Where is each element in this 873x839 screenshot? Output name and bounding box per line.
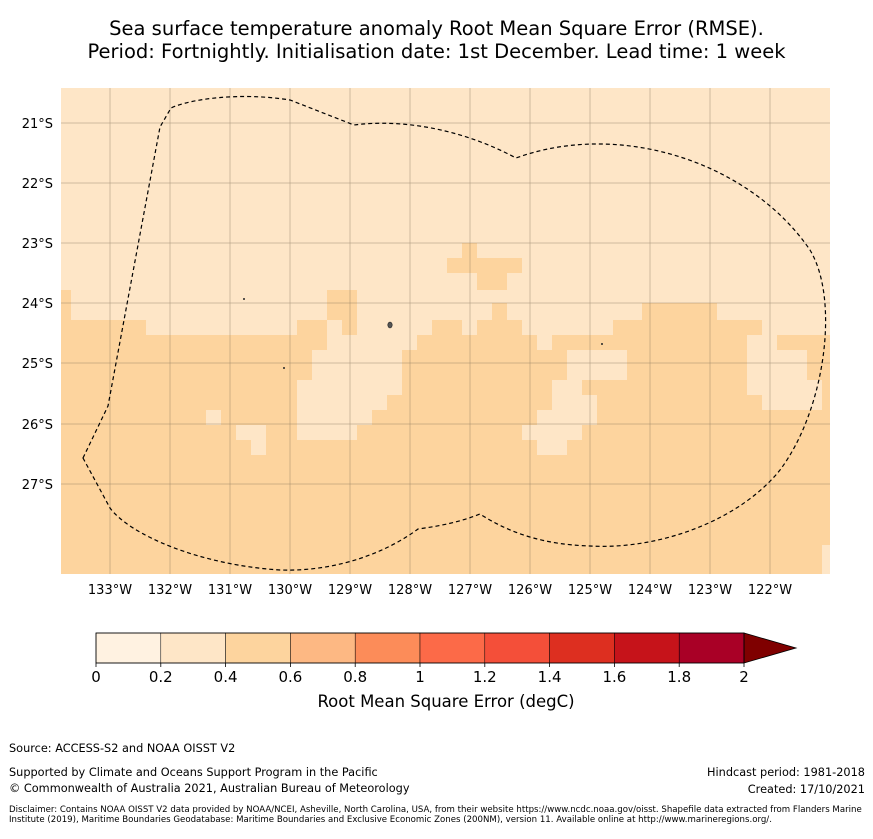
lat-label: 24°S	[22, 297, 53, 312]
lat-tick-labels: 21°S 22°S 23°S 24°S 25°S 26°S 27°S	[22, 117, 53, 493]
colorbar-tick-label: 0	[91, 668, 101, 686]
colorbar-cell	[225, 632, 291, 664]
lat-label: 26°S	[22, 418, 53, 433]
colorbar-tick-label: 0.2	[149, 668, 173, 686]
eez-boundary	[82, 95, 827, 571]
supported-text: Supported by Climate and Oceans Support …	[9, 766, 378, 779]
lon-tick-labels: 133°W 132°W 131°W 130°W 129°W 128°W 127°…	[88, 583, 792, 598]
islands	[243, 297, 603, 369]
lon-label: 122°W	[748, 583, 792, 598]
lon-label: 126°W	[508, 583, 552, 598]
lat-label: 25°S	[22, 357, 53, 372]
colorbar-tick-label: 1.6	[602, 668, 626, 686]
colorbar-tick-label: 0.4	[214, 668, 238, 686]
colorbar-label: Root Mean Square Error (degC)	[317, 692, 575, 711]
colorbar-tick-label: 1.8	[667, 668, 691, 686]
disclaimer-text: Disclaimer: Contains NOAA OISST V2 data …	[9, 805, 862, 826]
title-line-2: Period: Fortnightly. Initialisation date…	[87, 40, 786, 63]
copyright-text: © Commonwealth of Australia 2021, Austra…	[9, 782, 410, 795]
lon-label: 124°W	[628, 583, 672, 598]
lat-label: 23°S	[22, 237, 53, 252]
lon-label: 130°W	[268, 583, 312, 598]
colorbar-cell	[614, 632, 680, 664]
lon-label: 125°W	[568, 583, 612, 598]
colorbar-tick-label: 0.8	[343, 668, 367, 686]
lat-label: 27°S	[22, 478, 53, 493]
colorbar-tick-label: 1.4	[538, 668, 562, 686]
lon-label: 133°W	[88, 583, 132, 598]
colorbar-cell	[95, 632, 162, 664]
colorbar-cell	[678, 632, 745, 664]
lon-label: 123°W	[688, 583, 732, 598]
colorbar-cell	[484, 632, 550, 664]
colorbar-cell	[290, 632, 356, 664]
source-text: Source: ACCESS-S2 and NOAA OISST V2	[9, 742, 236, 755]
lon-label: 127°W	[448, 583, 492, 598]
map-figure: 133°W 132°W 131°W 130°W 129°W 128°W 127°…	[22, 88, 830, 598]
colorbar-cell	[419, 632, 486, 664]
colorbar-cell	[160, 632, 226, 664]
colorbar-tick-label: 0.6	[278, 668, 302, 686]
colorbar-extend-arrow	[743, 632, 798, 664]
map-low-error-field	[61, 88, 830, 574]
colorbar-cell	[354, 632, 421, 664]
colorbar: 0 0.2 0.4 0.6 0.8 1 1.2 1.4 1.6 1.8 2	[91, 632, 798, 686]
colorbar-tick-label: 1	[415, 668, 425, 686]
map-cell-detail	[582, 380, 597, 395]
created-text: Created: 17/10/2021	[747, 783, 865, 796]
hindcast-text: Hindcast period: 1981-2018	[707, 766, 865, 779]
lon-label: 128°W	[388, 583, 432, 598]
title-line-1: Sea surface temperature anomaly Root Mea…	[109, 17, 764, 40]
lon-label: 132°W	[148, 583, 192, 598]
lat-label: 21°S	[22, 117, 53, 132]
colorbar-cell	[549, 632, 615, 664]
lon-label: 131°W	[208, 583, 252, 598]
colorbar-tick-label: 2	[739, 668, 749, 686]
colorbar-tick-label: 1.2	[473, 668, 497, 686]
lat-label: 22°S	[22, 177, 53, 192]
lon-label: 129°W	[328, 583, 372, 598]
